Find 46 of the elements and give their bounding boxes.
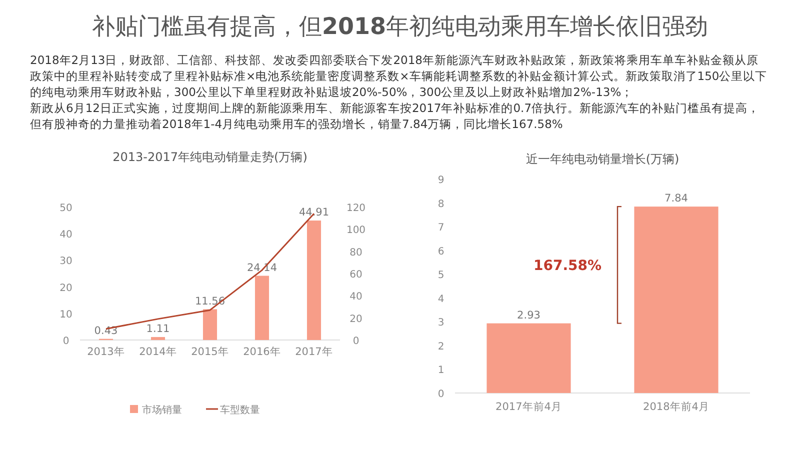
text: 2018年2月13日，财政部、工信部、科技部、发改委四部委联合下发2018年新能源汽车财政补贴政策，新政策将乘用车单车补贴金额从原政策中的里程补贴转变成了里程补贴标准×电池系统能量密度调整系数×车辆能耗调整系数的补贴金额计算公式。新政策取消了150公里以下的纯电动乘用车财政补贴，300公里以下单里程财政补贴退坡20%-50%，300公里及以上财政补贴增加2%-13%； [30,53,768,99]
chart-title: 2013-2017年纯电动销量走势(万辆) [112,150,308,164]
data-label: 7.84 [664,192,688,205]
y2-tick-label: 20 [350,314,362,325]
y-tick-label: 5 [438,270,444,282]
y-tick-label: 0 [438,389,444,400]
y2-tick-label: 0 [352,336,360,347]
x-tick-label: 2016年 [243,346,281,358]
text: 新政从6月12日正式实施，过度期间上牌的新能源乘用车、新能源客车按2017年补贴标准的0.7倍执行。新能源汽车的补贴门槛虽有提高，但有股神奇的力量推动着2018年1-4月纯电动乘用车的强劲增长，销量7.84万辆，同比增长167.58% [30,101,760,131]
y-tick-label: 7 [438,222,444,234]
bar [306,220,322,340]
data-label: 44.91 [298,206,330,219]
y2-tick-label: 100 [346,225,366,236]
y-tick-label: 6 [438,246,444,258]
y2-tick-label: 80 [350,247,362,258]
bar [150,337,166,340]
x-tick-label: 2013年 [87,346,125,358]
x-tick-label: 2018年前4月 [643,401,710,413]
x-tick-label: 2014年 [139,346,177,358]
y2-tick-label: 60 [350,270,362,280]
y-tick-label: 1 [438,365,444,376]
y-tick-label: 10 [60,309,72,320]
y2-tick-label: 40 [350,292,362,303]
legend-label: 市场销量 [142,404,182,416]
bar [254,276,270,340]
data-label: 2.93 [517,309,540,322]
y-tick-label: 2 [438,341,444,352]
chart-title: 近一年纯电动销量增长(万辆) [526,152,680,166]
y-tick-label: 9 [438,175,444,186]
y-tick-label: 20 [60,282,72,294]
bar [202,309,218,340]
text: 补贴门槛虽有提高，但2018年初纯电动乘用车增长依旧强劲 [92,14,708,40]
x-tick-label: 2017年 [295,346,333,358]
y2-tick-label: 120 [346,203,366,214]
y-tick-label: 40 [60,230,72,241]
y-tick-label: 3 [438,318,444,329]
y-tick-label: 30 [60,256,72,268]
y-tick-label: 0 [62,336,70,347]
x-tick-label: 2015年 [191,346,229,358]
y-tick-label: 50 [60,203,72,214]
legend-label: 车型数量 [220,404,260,416]
y-tick-label: 8 [438,198,444,210]
data-label: 1.11 [146,323,170,336]
annotation: 167.58% [533,258,602,274]
y-tick-label: 4 [438,294,444,305]
x-tick-label: 2017年前4月 [496,401,562,413]
